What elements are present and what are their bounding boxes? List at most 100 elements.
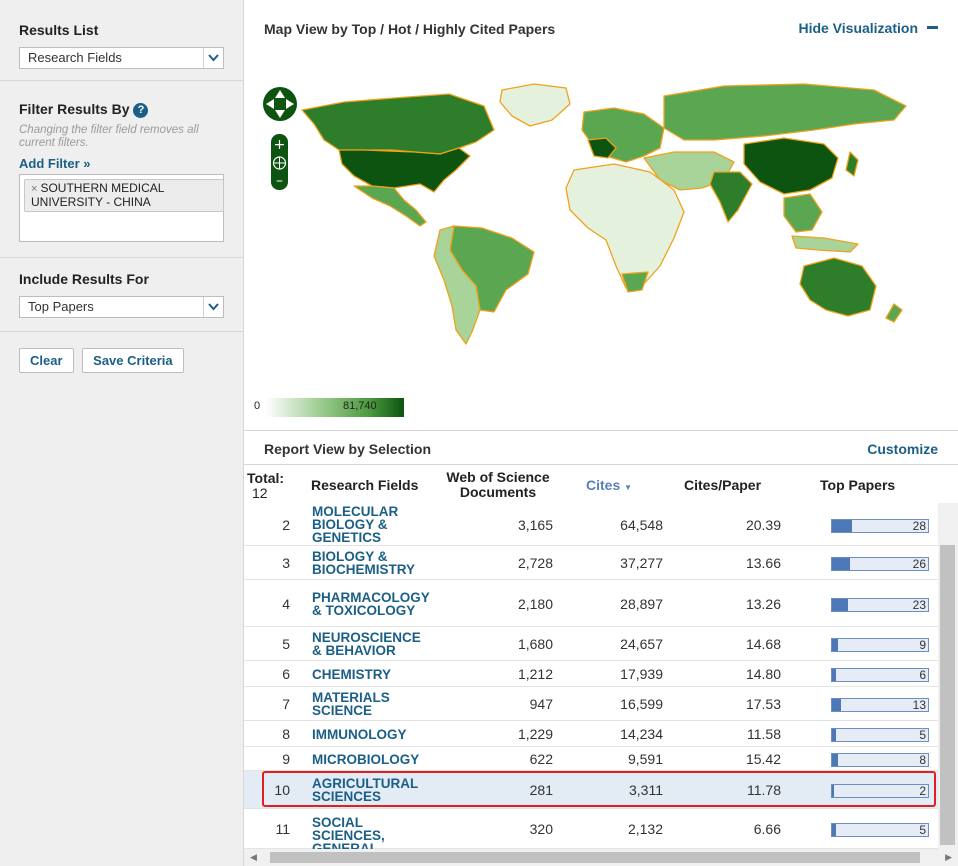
top-papers-bar-fill	[832, 729, 836, 741]
top-papers-bar-fill	[832, 599, 848, 611]
hide-visualization-link[interactable]: Hide Visualization	[798, 20, 938, 36]
table-row[interactable]: 8 IMMUNOLOGY 1,229 14,234 11.58 5	[244, 721, 938, 747]
top-papers-value: 26	[912, 557, 926, 571]
table-row[interactable]: 10 AGRICULTURAL SCIENCES 281 3,311 11.78 2	[244, 771, 938, 809]
table-row[interactable]: 9 MICROBIOLOGY 622 9,591 15.42 8	[244, 747, 938, 771]
include-title: Include Results For	[19, 271, 149, 287]
top-papers-value: 5	[919, 728, 926, 742]
filter-note: Changing the filter field removes all cu…	[19, 124, 199, 149]
table-row[interactable]: 4 PHARMACOLOGY & TOXICOLOGY 2,180 28,897 13.…	[244, 580, 938, 627]
region-indonesia	[791, 235, 859, 253]
wos-documents-cell: 2,728	[517, 555, 553, 571]
rank-cell: 8	[282, 726, 290, 742]
research-field-link[interactable]: CHEMISTRY	[312, 667, 392, 682]
table-row[interactable]: 3 BIOLOGY & BIOCHEMISTRY 2,728 37,277 13.66 2…	[244, 546, 938, 580]
cites-per-paper-cell: 14.80	[745, 666, 781, 682]
cites-cell: 17,939	[620, 666, 663, 682]
table-row[interactable]: 2 MOLECULAR BIOLOGY & GENETICS 3,165 64,548…	[244, 503, 938, 546]
wos-documents-cell: 1,212	[517, 666, 553, 682]
horizontal-scrollbar[interactable]: ◀ ▶	[244, 849, 958, 866]
rank-cell: 5	[282, 636, 290, 652]
legend-min: 0	[254, 400, 261, 412]
scroll-right-icon[interactable]: ▶	[945, 852, 952, 862]
cites-per-paper-cell: 17.53	[745, 696, 781, 712]
customize-link[interactable]: Customize	[867, 441, 938, 457]
top-papers-bar-fill	[832, 699, 841, 711]
col-cites-per-paper[interactable]: Cites/Paper	[684, 477, 762, 493]
filter-section: Filter Results By? Changing the filter f…	[0, 81, 243, 258]
region-mexico	[353, 185, 427, 227]
cites-per-paper-cell: 11.58	[747, 726, 781, 742]
wos-documents-cell: 2,180	[517, 596, 553, 612]
research-field-link[interactable]: PHARMACOLOGY & TOXICOLOGY	[312, 590, 430, 618]
chevron-down-icon[interactable]	[203, 48, 223, 68]
col-top-papers[interactable]: Top Papers	[820, 477, 896, 493]
cites-cell: 37,277	[620, 555, 663, 571]
cites-cell: 64,548	[620, 517, 663, 533]
help-icon[interactable]: ?	[133, 103, 149, 118]
research-field-link[interactable]: MICROBIOLOGY	[312, 752, 420, 767]
world-map[interactable]: + –	[244, 60, 958, 420]
top-papers-bar: 26	[831, 557, 929, 571]
col-cites[interactable]: Cites ▼	[586, 478, 632, 495]
table-row[interactable]: 6 CHEMISTRY 1,212 17,939 14.80 6	[244, 661, 938, 687]
research-field-link[interactable]: BIOLOGY & BIOCHEMISTRY	[312, 549, 416, 577]
region-south-america-west	[433, 225, 481, 345]
top-papers-bar-fill	[832, 824, 836, 836]
remove-filter-icon[interactable]: ×	[31, 183, 38, 195]
map-title: Map View by Top / Hot / Highly Cited Pap…	[264, 21, 556, 37]
research-field-link[interactable]: IMMUNOLOGY	[312, 727, 407, 742]
wos-documents-cell: 320	[529, 821, 553, 837]
rank-cell: 11	[275, 821, 290, 837]
chevron-down-icon[interactable]	[203, 297, 223, 317]
research-field-link[interactable]: AGRICULTURAL SCIENCES	[312, 776, 418, 804]
top-papers-bar-fill	[832, 669, 836, 681]
top-papers-value: 28	[912, 519, 926, 533]
results-list-section: Results List Research Fields	[0, 0, 243, 81]
results-list-select[interactable]: Research Fields	[19, 47, 224, 69]
top-papers-bar: 9	[831, 638, 929, 652]
vertical-scrollbar[interactable]	[938, 503, 958, 849]
research-field-link[interactable]: SOCIAL SCIENCES, GENERAL	[312, 815, 385, 849]
top-papers-bar: 5	[831, 728, 929, 742]
top-papers-bar: 28	[831, 519, 929, 533]
table-row[interactable]: 11 SOCIAL SCIENCES, GENERAL 320 2,132 6.66 5	[244, 809, 938, 849]
col-cites-label: Cites	[586, 477, 621, 493]
research-field-link[interactable]: NEUROSCIENCE & BEHAVIOR	[312, 630, 421, 658]
rank-cell: 7	[282, 696, 290, 712]
top-papers-bar-fill	[832, 754, 838, 766]
wos-documents-cell: 281	[529, 782, 553, 798]
region-australia	[799, 257, 877, 317]
results-list-value: Research Fields	[28, 50, 122, 65]
save-criteria-button[interactable]: Save Criteria	[82, 348, 184, 373]
scroll-left-icon[interactable]: ◀	[250, 852, 257, 862]
vertical-scroll-thumb[interactable]	[940, 545, 955, 845]
cites-per-paper-cell: 13.66	[745, 555, 781, 571]
col-wos-documents[interactable]: Web of Science Documents	[446, 469, 550, 500]
map-zoom-control: + –	[271, 134, 288, 190]
region-greenland	[499, 83, 571, 127]
add-filter-link[interactable]: Add Filter »	[19, 156, 91, 171]
top-papers-bar-fill	[832, 785, 834, 797]
top-papers-value: 23	[912, 598, 926, 612]
svg-text:–: –	[276, 173, 283, 189]
top-papers-bar: 6	[831, 668, 929, 682]
include-select[interactable]: Top Papers	[19, 296, 224, 318]
map-legend: 0 81,740	[254, 398, 404, 418]
wos-documents-cell: 947	[529, 696, 553, 712]
horizontal-scroll-thumb[interactable]	[270, 852, 920, 863]
research-field-link[interactable]: MOLECULAR BIOLOGY & GENETICS	[312, 504, 399, 545]
region-southeast-asia	[783, 193, 823, 233]
research-field-link[interactable]: MATERIALS SCIENCE	[312, 690, 390, 718]
top-papers-bar: 23	[831, 598, 929, 612]
top-papers-value: 5	[919, 823, 926, 837]
include-section: Include Results For Top Papers	[0, 258, 243, 332]
region-south-africa	[621, 271, 649, 293]
col-research-fields[interactable]: Research Fields	[311, 477, 419, 493]
wos-documents-cell: 622	[529, 751, 553, 767]
top-papers-bar: 13	[831, 698, 929, 712]
clear-button[interactable]: Clear	[19, 348, 74, 373]
table-row[interactable]: 7 MATERIALS SCIENCE 947 16,599 17.53 13	[244, 687, 938, 721]
filter-title: Filter Results By?	[19, 81, 224, 118]
table-row[interactable]: 5 NEUROSCIENCE & BEHAVIOR 1,680 24,657 14.68…	[244, 627, 938, 661]
